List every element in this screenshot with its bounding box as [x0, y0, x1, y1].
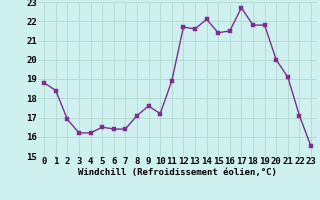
X-axis label: Windchill (Refroidissement éolien,°C): Windchill (Refroidissement éolien,°C): [78, 168, 277, 177]
